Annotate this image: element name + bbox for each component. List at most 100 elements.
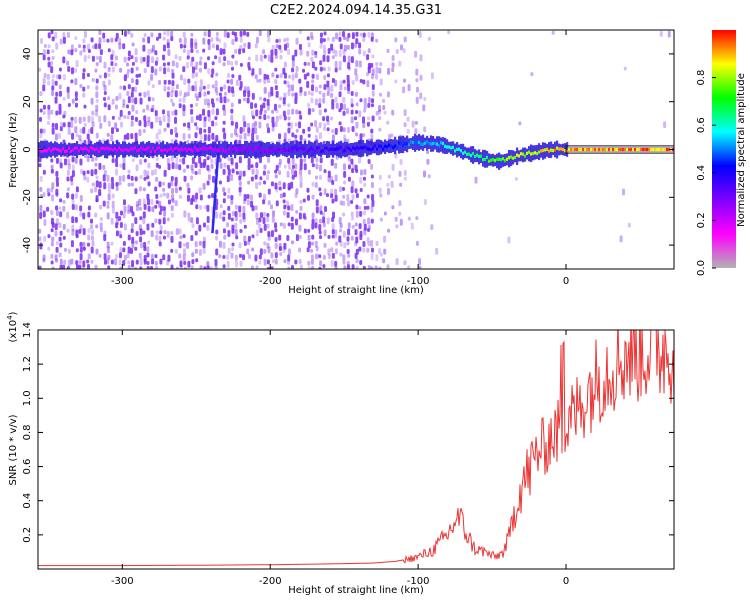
spectrogram-noise-cell [235,133,239,138]
spectrogram-noise-cell [270,92,274,97]
spectrogram-ridge-core [280,148,283,152]
spectrogram-noise-cell [255,109,259,117]
spectrogram-ridge-core [98,149,101,154]
spectrogram-ridge-core [500,157,503,162]
spectrogram-noise-cell [366,228,370,233]
spectrogram-noise-cell [214,205,218,211]
spectrogram-noise-cell [359,133,363,141]
spectrogram-noise-cell [302,212,306,219]
spectrogram-noise-cell [58,222,62,229]
spectrogram-noise-cell [82,266,86,269]
spectrogram-noise-cell [254,205,258,211]
spectrogram-noise-cell [318,254,322,259]
spectrogram-ridge-core [616,147,619,152]
spectrogram-noise-cell [354,68,358,76]
spectrogram-ridge-core [222,148,225,152]
spectrogram-noise-cell [263,54,267,59]
spectrogram-noise-cell [370,133,374,139]
spectrogram-noise-cell [222,104,226,111]
spectrogram-noise-cell [110,60,114,66]
spectrogram-noise-cell [78,259,82,264]
spectrogram-ridge-core [80,146,83,150]
y-tick-label: -40 [22,237,33,253]
spectrogram-ridge-core [306,149,309,153]
spectrogram-noise-cell [286,170,290,178]
spectrogram-noise-cell [287,260,291,265]
spectrogram-noise-cell [242,218,246,223]
spectrogram-noise-cell [227,168,231,176]
spectrogram-noise-cell [266,103,270,111]
spectrogram-noise-cell [287,186,291,191]
spectrogram-noise-cell [398,211,402,216]
spectrogram-noise-cell [290,264,294,269]
spectrogram-noise-cell [347,176,351,182]
spectrogram-noise-cell [199,86,203,93]
spectrogram-ridge-core [138,148,141,152]
spectrogram-noise-cell [206,164,210,171]
spectrogram-noise-cell [279,96,283,101]
spectrogram-noise-cell [290,204,294,212]
spectrogram-noise-cell [263,86,267,94]
spectrogram-ridge-band [264,142,267,157]
spectrogram-noise-cell [82,38,86,44]
spectrogram-noise-cell [98,253,102,258]
spectrogram-ridge-core [100,147,103,151]
spectrogram-noise-cell [107,186,111,194]
spectrogram-ridge-core [640,147,643,152]
spectrogram-noise-cell [90,126,94,134]
spectrogram-noise-cell [187,78,191,84]
spectrogram-noise-cell [367,66,371,74]
spectrogram-noise-cell [283,132,287,140]
spectrogram-ridge-core [324,146,327,150]
spectrogram-noise-cell [342,49,346,56]
spectrogram-noise-cell [195,96,199,102]
spectrogram-noise-cell [378,174,382,180]
spectrogram-ridge-core [634,147,637,152]
spectrogram-ridge-core [254,146,257,150]
spectrogram-noise-cell [271,259,275,264]
spectrogram-noise-cell [115,128,119,133]
spectrogram-noise-cell [86,242,90,247]
spectrogram-noise-cell [338,66,342,71]
spectrogram-noise-cell [190,103,194,108]
spectrogram-noise-cell [330,247,334,253]
spectrogram-noise-cell [107,79,111,86]
spectrogram-noise-cell [211,61,215,66]
spectrogram-ridge-core [198,148,201,152]
spectrogram-noise-cell [110,259,114,265]
spectrogram-noise-cell [219,204,223,209]
spectrogram-noise-cell [366,54,370,61]
spectrogram-noise-cell [107,265,111,269]
spectrogram-ridge-core [226,149,229,154]
spectrogram-noise-cell [362,210,366,216]
spectrogram-noise-cell [146,193,150,200]
spectrogram-noise-cell [231,211,235,217]
spectrogram-noise-cell [50,241,54,247]
spectrogram-noise-cell [222,48,226,55]
spectrogram-ridge-core [662,147,665,152]
spectrogram-noise-cell [166,67,170,73]
spectrogram-noise-cell [343,170,347,178]
spectrogram-noise-cell [378,248,382,255]
spectrogram-noise-cell [310,97,314,104]
spectrogram-noise-cell [394,37,398,43]
spectrogram-ridge-band [90,140,93,159]
spectrogram-ridge-core [120,148,123,152]
spectrogram-ridge-core [480,154,483,158]
spectrogram-noise-cell [79,168,83,174]
spectrogram-ridge-core [136,149,139,153]
spectrogram-noise-cell [291,164,295,169]
spectrogram-noise-cell [291,174,295,180]
spectrogram-noise-cell [346,248,350,254]
spectrogram-noise-cell [155,162,159,168]
spectrogram-noise-cell [375,110,379,116]
spectrogram-noise-cell [367,31,371,38]
x-tick-label: -100 [407,576,430,587]
spectrogram-noise-cell [114,104,118,110]
spectrogram-noise-cell [171,60,175,67]
snr-x-axis-label: Height of straight line (km) [288,585,424,596]
spectrogram-noise-cell [342,212,346,217]
spectrogram-noise-cell [295,210,299,215]
spectrogram-noise-cell [47,104,51,110]
spectrogram-noise-cell [162,62,166,67]
